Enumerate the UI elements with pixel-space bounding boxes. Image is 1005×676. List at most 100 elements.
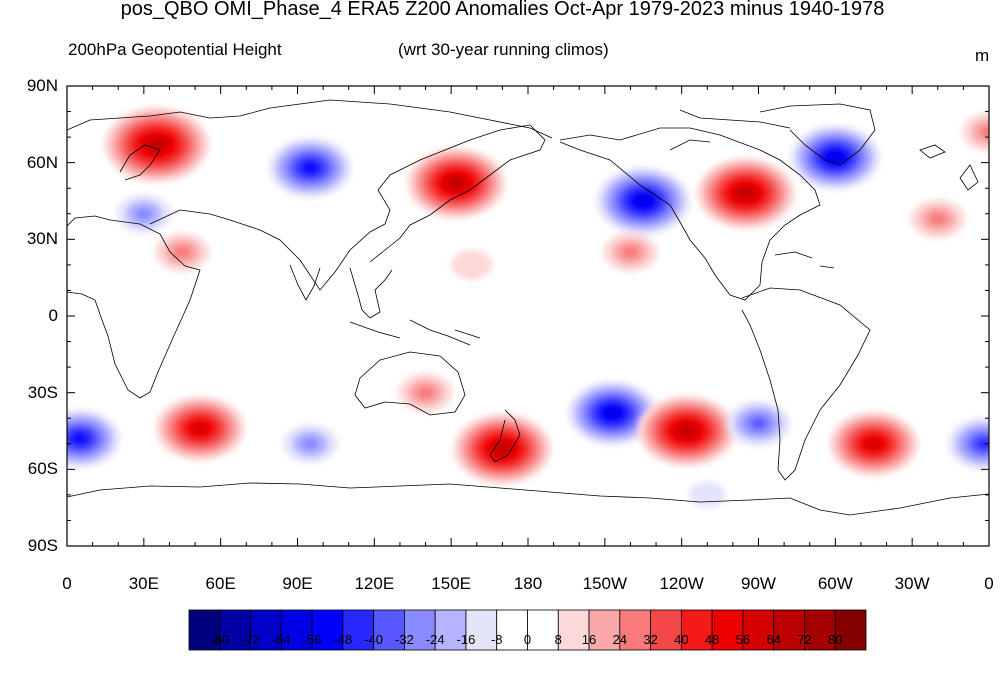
colorbar-label: -16	[456, 632, 476, 647]
coastline-iceland-uk	[919, 144, 979, 191]
colorbar-label: -80	[210, 632, 230, 647]
lon-label: 0	[984, 574, 994, 593]
colorbar-box	[742, 609, 775, 651]
colorbar-label: -56	[302, 632, 322, 647]
colorbar-label: -48	[333, 632, 353, 647]
lat-label: 90S	[27, 536, 58, 555]
lat-label: 30N	[26, 229, 58, 249]
anomaly-contour-7-7	[828, 152, 842, 163]
anomaly-contour-8-3	[928, 212, 947, 226]
colorbar-box	[311, 609, 344, 651]
lon-label: 90W	[741, 574, 776, 593]
coastline-new-zealand	[489, 409, 521, 463]
anomaly-contour-14-3	[301, 437, 320, 451]
lon-label: 60E	[205, 574, 236, 593]
lon-label: 0	[62, 574, 72, 593]
coastline-north-america	[559, 127, 821, 301]
colorbar-label: 32	[643, 632, 658, 647]
anomaly-contour-22-1	[688, 481, 726, 509]
lon-label: 30W	[894, 574, 930, 593]
colorbar-label: -64	[271, 632, 291, 647]
colorbar-box	[711, 609, 744, 651]
anomaly-contour-10-3	[621, 245, 640, 259]
lon-label: 150E	[431, 574, 471, 593]
anomaly-contour-16-8	[496, 444, 509, 454]
colorbar	[188, 609, 867, 651]
coastline-indian-peninsula	[289, 264, 321, 301]
colorbar-label: 80	[827, 632, 843, 647]
climatology-subtitle: (wrt 30-year running climos)	[398, 40, 609, 59]
coastline-africa	[67, 215, 201, 399]
colorbar-box	[404, 609, 436, 651]
colorbar-label: -8	[490, 632, 503, 647]
colorbar-label: 64	[766, 632, 781, 647]
lon-label: 30E	[128, 574, 159, 593]
colorbar-label: 48	[704, 632, 720, 647]
lon-label: 150W	[582, 574, 628, 593]
chart-title: pos_QBO OMI_Phase_4 ERA5 Z200 Anomalies …	[120, 0, 885, 20]
anomaly-contour-9-3	[979, 125, 989, 139]
anomaly-contour-3-3	[173, 245, 192, 259]
colorbar-box	[527, 609, 559, 651]
anomaly-contour-21-5	[976, 438, 989, 449]
anomaly-contour-12-7	[193, 423, 207, 434]
coastline-greenland	[759, 103, 876, 166]
colorbar-label: 16	[581, 632, 597, 647]
colorbar-box	[434, 609, 467, 651]
colorbar-label: -32	[395, 632, 414, 647]
colorbar-box	[342, 609, 375, 651]
coastline-scandinavia	[119, 144, 161, 181]
colorbar-label: 40	[674, 632, 689, 647]
colorbar-box	[250, 609, 282, 651]
anomaly-contour-2-3	[134, 207, 153, 221]
lat-label: 60N	[26, 152, 58, 172]
colorbar-label: 8	[554, 632, 562, 647]
colorbar-box	[496, 609, 528, 651]
anomaly-contour-4-8	[450, 178, 463, 188]
anomaly-contour-5-7	[636, 196, 650, 206]
colorbar-box	[619, 609, 651, 651]
variable-subtitle: 200hPa Geopotential Height	[68, 40, 282, 59]
coastline-caribbean	[774, 251, 835, 269]
colorbar-box	[650, 609, 682, 651]
colorbar-label: 56	[735, 632, 751, 647]
axis-ticks	[66, 85, 990, 547]
colorbar-label: 0	[523, 632, 532, 647]
coastline-arctic-america	[669, 109, 791, 151]
coastline-south-america	[741, 287, 871, 481]
anomaly-contour-13-6	[73, 433, 87, 444]
lat-label: 30S	[27, 382, 58, 402]
coastline-eurasia	[149, 124, 546, 291]
anomaly-contour-11-1	[451, 250, 493, 280]
coastline-australia	[354, 351, 466, 416]
coastline-antarctica	[67, 482, 989, 516]
colorbar-box	[219, 609, 251, 651]
anomaly-contour-0-8	[150, 140, 164, 150]
lat-label: 60S	[27, 459, 58, 479]
colorbar-label: -24	[425, 632, 445, 647]
anomaly-contour-1-6	[303, 162, 318, 173]
colorbar-label: 24	[612, 632, 628, 647]
anomaly-contour-19-4	[750, 417, 767, 430]
anomaly-contour-18-8	[680, 426, 693, 436]
anomaly-contour-6-8	[739, 188, 752, 198]
colorbar-label: -72	[241, 632, 260, 647]
coastline-maritime	[349, 319, 481, 346]
coastlines	[67, 99, 989, 516]
colorbar-box	[834, 609, 867, 651]
lat-label: 90N	[26, 76, 58, 95]
lon-label: 120W	[659, 574, 704, 593]
anomaly-contour-20-7	[867, 439, 881, 449]
coastline-arctic-eurasia	[67, 99, 553, 139]
colorbar-box	[804, 609, 836, 651]
colorbar-label: -40	[364, 632, 384, 647]
lon-label: 90E	[282, 574, 313, 593]
anomaly-contour-15-3	[416, 386, 435, 400]
anomaly-contour-17-7	[606, 408, 619, 418]
colorbar-box	[557, 609, 590, 651]
units-label: m	[975, 46, 990, 65]
colorbar-box	[280, 609, 313, 651]
colorbar-label: 72	[797, 632, 812, 647]
anomaly-field	[67, 106, 989, 509]
